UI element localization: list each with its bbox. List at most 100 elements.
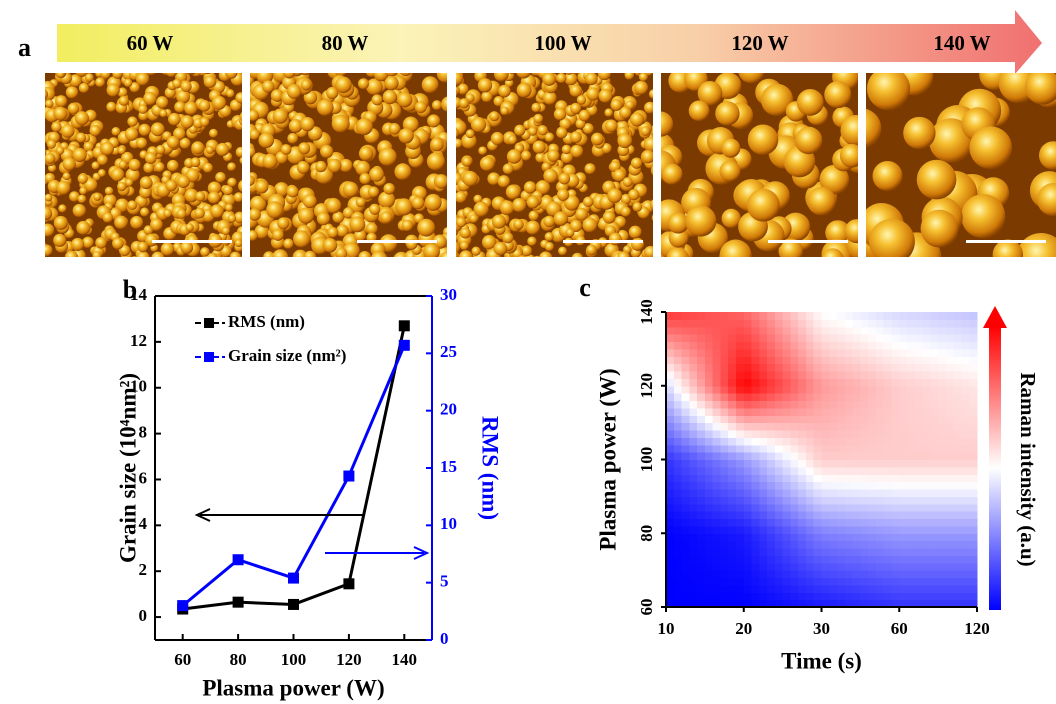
heatmap-cell bbox=[790, 533, 799, 542]
heatmap-cell bbox=[782, 592, 791, 601]
heatmap-cell bbox=[837, 371, 846, 379]
heatmap-cell bbox=[790, 540, 799, 549]
grain bbox=[649, 199, 653, 210]
heatmap-cell bbox=[759, 393, 768, 402]
heatmap-cell bbox=[837, 415, 846, 424]
heatmap-cell bbox=[751, 562, 760, 571]
heatmap-cell bbox=[821, 525, 830, 534]
heatmap-cell bbox=[930, 592, 939, 601]
heatmap-cell bbox=[844, 474, 854, 483]
grain bbox=[326, 86, 339, 100]
heatmap-cell bbox=[837, 444, 846, 453]
heatmap-cell bbox=[767, 341, 776, 350]
grain bbox=[78, 82, 90, 94]
grain bbox=[225, 203, 233, 212]
heatmap-cell bbox=[728, 533, 737, 542]
heatmap-cell bbox=[813, 437, 823, 446]
heatmap-cell bbox=[774, 592, 784, 601]
heatmap-cell bbox=[782, 348, 791, 357]
heatmap-cell bbox=[868, 599, 877, 608]
heatmap-cell bbox=[805, 319, 815, 328]
heatmap-cell bbox=[907, 540, 916, 549]
heatmap-cell bbox=[767, 496, 776, 505]
heatmap-cell bbox=[899, 326, 908, 335]
heatmap-cell bbox=[837, 466, 846, 475]
grain bbox=[45, 241, 47, 249]
heatmap-cell bbox=[728, 407, 737, 416]
grain bbox=[155, 96, 169, 109]
heatmap-cell bbox=[945, 385, 955, 394]
heatmap-cell bbox=[704, 312, 714, 320]
heatmap-cell bbox=[790, 348, 799, 357]
heatmap-cell bbox=[891, 415, 900, 424]
heatmap-cell bbox=[735, 548, 745, 556]
heatmap-cell bbox=[720, 459, 729, 468]
grain bbox=[176, 208, 187, 219]
grain bbox=[574, 207, 588, 221]
heatmap-cell bbox=[844, 548, 854, 556]
heatmap-cell bbox=[728, 415, 737, 424]
heatmap-cell bbox=[697, 444, 706, 453]
heatmap-cell bbox=[860, 430, 869, 438]
heatmap-cell bbox=[805, 474, 815, 483]
heatmap-cell bbox=[938, 319, 947, 328]
heatmap-cell bbox=[735, 430, 745, 438]
heatmap-cell bbox=[798, 496, 807, 505]
heatmap-cell bbox=[868, 555, 877, 564]
grain bbox=[241, 106, 242, 110]
heatmap-cell bbox=[914, 592, 924, 601]
heatmap-cell bbox=[852, 437, 861, 446]
grain bbox=[423, 243, 440, 257]
heatmap-cell bbox=[899, 363, 908, 372]
heatmap-cell bbox=[798, 481, 807, 490]
heatmap-cell bbox=[743, 584, 753, 593]
grain bbox=[75, 73, 89, 77]
heatmap-cell bbox=[689, 415, 698, 424]
grain bbox=[518, 255, 527, 257]
heatmap-cell bbox=[844, 533, 854, 542]
heatmap-cell bbox=[868, 312, 877, 320]
heatmap-cell bbox=[930, 548, 939, 556]
heatmap-cell bbox=[829, 319, 838, 328]
grain bbox=[456, 251, 461, 257]
grain bbox=[807, 186, 836, 216]
heatmap-cell bbox=[922, 341, 931, 350]
heatmap-cell bbox=[883, 599, 893, 608]
heatmap-cell bbox=[728, 592, 737, 601]
grain bbox=[227, 177, 237, 187]
heatmap-cell bbox=[852, 312, 861, 320]
grain bbox=[641, 150, 653, 164]
grain bbox=[68, 74, 82, 88]
heatmap-cell bbox=[883, 466, 893, 475]
heatmap-cell bbox=[712, 577, 722, 586]
panel-label: a bbox=[18, 33, 31, 62]
heatmap-cell bbox=[868, 334, 877, 343]
grain bbox=[315, 160, 327, 173]
heatmap-cell bbox=[891, 407, 900, 416]
grain bbox=[570, 102, 582, 115]
heatmap-cell bbox=[821, 430, 830, 438]
heatmap-cell bbox=[798, 378, 807, 387]
heatmap-cell bbox=[728, 437, 737, 446]
heatmap-cell bbox=[914, 503, 924, 512]
heatmap-cell bbox=[728, 341, 737, 350]
heatmap-cell bbox=[875, 437, 885, 446]
heatmap-cell bbox=[899, 393, 908, 402]
grain bbox=[79, 186, 88, 195]
heatmap-cell bbox=[969, 363, 978, 372]
heatmap-cell bbox=[743, 348, 753, 357]
heatmap-cell bbox=[821, 407, 830, 416]
heatmap-cell bbox=[712, 437, 722, 446]
heatmap-cell bbox=[790, 570, 799, 579]
heatmap-cell bbox=[697, 511, 706, 520]
heatmap-cell bbox=[852, 400, 861, 409]
heatmap-cell bbox=[720, 577, 729, 586]
heatmap-cell bbox=[891, 385, 900, 394]
heatmap-cell bbox=[751, 584, 760, 593]
heatmap-cell bbox=[673, 452, 683, 461]
heatmap-cell bbox=[728, 422, 737, 431]
heatmap-cell bbox=[790, 385, 799, 394]
grain bbox=[456, 250, 459, 257]
heatmap-cell bbox=[712, 562, 722, 571]
heatmap-cell bbox=[697, 319, 706, 328]
